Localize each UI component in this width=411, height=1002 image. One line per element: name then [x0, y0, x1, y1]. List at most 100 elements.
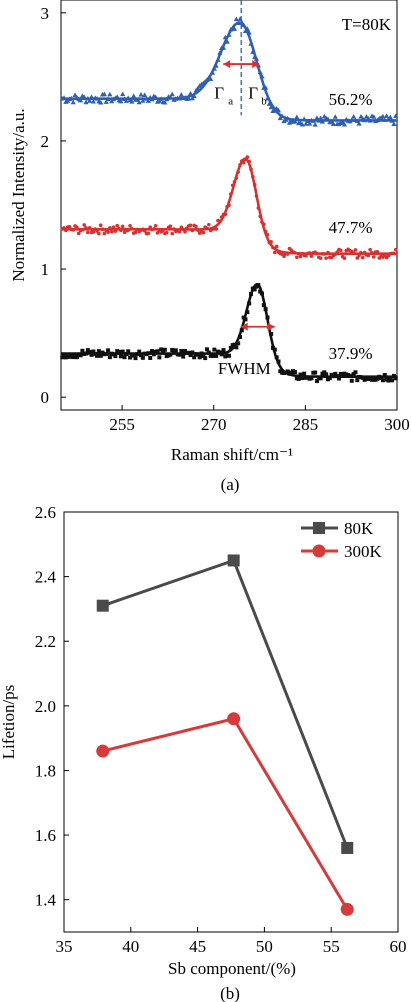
- legend-300k-marker: [312, 544, 326, 558]
- series-label-a: 56.2%: [329, 90, 373, 109]
- data-point: [120, 91, 126, 97]
- series-markers-a: [60, 155, 398, 260]
- data-point: [74, 355, 79, 360]
- data-point: [228, 345, 233, 350]
- data-point: [309, 254, 314, 258]
- data-point: [380, 378, 385, 383]
- data-point: [146, 231, 151, 236]
- data-point: [227, 554, 240, 567]
- data-point: [208, 76, 214, 82]
- data-point: [304, 254, 308, 258]
- fit-curve: [61, 21, 397, 122]
- data-point: [300, 376, 305, 381]
- data-point: [252, 287, 257, 292]
- data-point: [122, 355, 127, 360]
- x-tick-label-b: 40: [122, 937, 139, 956]
- data-point: [106, 230, 110, 234]
- gamma-a-label: Γ: [214, 84, 224, 103]
- data-point: [87, 98, 93, 103]
- x-axis-title-a: Raman shift/cm⁻¹: [171, 445, 293, 464]
- data-point: [70, 99, 76, 105]
- data-point: [102, 231, 107, 236]
- data-point: [76, 231, 81, 236]
- data-point: [203, 356, 208, 361]
- data-point: [179, 349, 184, 354]
- data-point: [173, 348, 178, 353]
- x-tick-label-a: 285: [293, 415, 319, 434]
- data-point: [324, 256, 328, 260]
- data-point: [169, 91, 175, 97]
- data-point: [98, 223, 103, 228]
- axis-ticks-a: 255 270 285 300 0 1 2 3: [41, 4, 410, 434]
- data-point: [312, 121, 318, 127]
- data-point: [101, 91, 107, 97]
- data-point: [201, 353, 206, 358]
- x-tick-label-b: 50: [256, 937, 273, 956]
- y-tick-label-b: 2.4: [35, 568, 57, 587]
- data-point: [77, 97, 84, 103]
- data-point: [140, 98, 146, 103]
- data-point: [210, 353, 215, 358]
- data-point: [103, 99, 109, 104]
- data-point: [355, 378, 360, 383]
- panel-label-a: (a): [221, 475, 240, 494]
- data-point: [333, 371, 338, 376]
- data-point: [162, 99, 168, 105]
- data-point: [137, 349, 142, 354]
- data-point: [371, 255, 376, 259]
- data-point: [330, 121, 337, 127]
- data-point: [340, 902, 354, 916]
- data-point: [294, 114, 300, 120]
- data-point: [299, 121, 305, 127]
- data-point: [296, 376, 301, 381]
- data-point: [87, 350, 92, 355]
- data-point: [368, 247, 372, 252]
- data-point: [148, 355, 153, 360]
- data-point: [188, 223, 193, 228]
- data-point: [387, 114, 393, 120]
- data-point: [324, 372, 329, 377]
- data-point: [181, 354, 186, 359]
- data-point: [129, 98, 135, 104]
- data-point: [227, 353, 231, 358]
- y-tick-label-b: 2.2: [35, 632, 56, 651]
- data-point: [106, 348, 111, 353]
- data-point: [391, 121, 397, 127]
- data-point: [155, 231, 160, 235]
- data-point: [303, 121, 309, 126]
- data-point: [393, 247, 398, 252]
- data-point: [382, 373, 387, 378]
- data-point: [133, 230, 138, 235]
- gamma-arrow: [223, 60, 260, 69]
- data-point: [118, 354, 123, 359]
- data-point: [136, 99, 142, 105]
- data-point: [393, 113, 399, 118]
- data-point: [380, 113, 386, 119]
- data-point: [221, 348, 226, 353]
- data-point: [197, 355, 202, 360]
- data-point: [318, 376, 323, 381]
- data-point: [95, 353, 100, 358]
- data-point: [131, 353, 136, 358]
- data-point: [298, 372, 303, 377]
- legend: 80K 300K: [301, 519, 383, 561]
- data-point: [164, 230, 169, 235]
- plot-frame-b: [63, 511, 399, 933]
- x-tick-label-a: 270: [201, 415, 227, 434]
- data-point: [72, 92, 78, 98]
- x-tick-label-b: 45: [189, 937, 206, 956]
- data-point: [379, 376, 384, 381]
- data-point: [314, 379, 319, 384]
- data-point: [177, 229, 182, 234]
- panel-label-b: (b): [220, 984, 240, 1002]
- legend-300k-label: 300K: [344, 542, 383, 561]
- data-point: [336, 376, 341, 381]
- data-point: [349, 378, 354, 383]
- data-point: [227, 712, 241, 726]
- data-point: [201, 230, 206, 235]
- gamma-a-subscript: a: [228, 96, 233, 108]
- data-point: [183, 348, 188, 353]
- data-point: [97, 231, 101, 236]
